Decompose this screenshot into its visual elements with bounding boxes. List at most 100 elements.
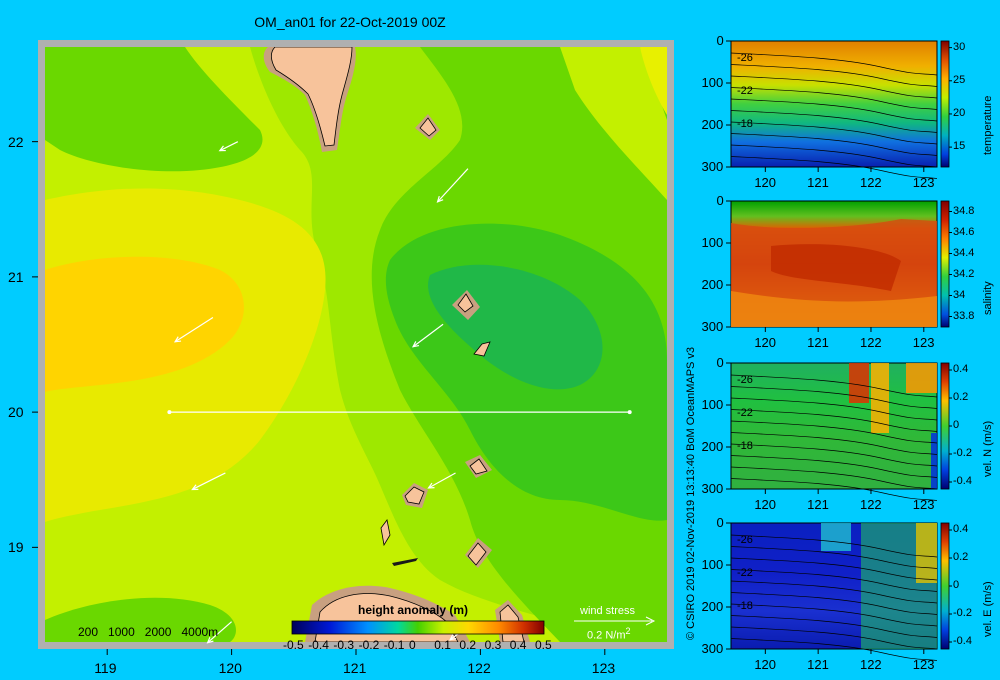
colorbar-tick-label: 0.1 <box>434 638 451 652</box>
wind-vector <box>412 323 444 348</box>
wind-vector <box>174 316 214 343</box>
vel-n-jet <box>871 363 889 433</box>
anomaly-region-northeast <box>560 47 667 200</box>
contour-label: -18 <box>737 118 753 130</box>
isotherm-contour <box>730 397 938 421</box>
panel-variable-label: vel. N (m/s) <box>982 420 994 477</box>
island <box>380 519 391 547</box>
panel-colorbar <box>940 362 950 490</box>
map-x-tick-label: 121 <box>343 660 367 676</box>
isotherm-contour <box>730 534 938 558</box>
colorbar-tick-label: 0.3 <box>484 638 502 652</box>
isotherm-contour <box>730 557 938 581</box>
island <box>469 458 488 475</box>
panel-y-tick-label: 200 <box>701 277 724 292</box>
isotherm-contour <box>730 626 938 650</box>
salinity-panel <box>726 200 952 332</box>
isotherm-contour <box>730 546 938 569</box>
contour-label: -22 <box>737 567 753 579</box>
contour-label: -18 <box>737 440 753 452</box>
panel-x-tick-label: 121 <box>807 335 829 350</box>
panel-colorbar-tick-label: 30 <box>953 40 966 53</box>
panel-colorbar-tick-label: 0.4 <box>953 363 969 375</box>
panel-y-tick-label: 100 <box>701 397 724 412</box>
isotherm-contour <box>730 144 938 168</box>
depth-legend-2000: 2000 <box>144 625 172 639</box>
salinity-deep <box>731 291 937 327</box>
anomaly-region-southwest <box>45 597 236 642</box>
wind-vector-head <box>191 484 199 491</box>
contour-label: -22 <box>737 407 753 419</box>
wind-vector <box>219 141 239 152</box>
credit-text: © CSIRO 2019 02-Nov-2019 13:13:40 BoM Oc… <box>685 346 697 640</box>
panel-y-tick-label: 0 <box>716 33 724 48</box>
isotherm-contour <box>730 121 938 145</box>
panel-colorbar-tick-label: -0.4 <box>953 635 972 647</box>
panel-variable-label: salinity <box>982 281 994 315</box>
wind-vector <box>192 472 226 491</box>
isotherm-contour <box>730 87 938 110</box>
wind-vector-head <box>449 634 457 641</box>
panel-colorbar <box>940 522 950 650</box>
isotherm-contour <box>730 420 938 444</box>
vel-e-region <box>821 523 851 551</box>
isotherm-contour <box>730 615 938 638</box>
wind-vector-head <box>218 145 226 152</box>
panel-x-tick-label: 121 <box>807 497 829 512</box>
panel-y-tick-label: 0 <box>716 355 724 370</box>
isotherm-contour <box>730 592 938 615</box>
panel-colorbar-tick-label: 34.6 <box>953 225 975 238</box>
isotherm-contour <box>730 75 938 99</box>
panel-colorbar-tick-label: 20 <box>953 106 966 119</box>
anomaly-field <box>45 47 667 642</box>
anomaly-region-northwest <box>45 47 263 172</box>
section-panels: -26 -22 -18 -26 -22 -18 -26 -22 -18 <box>726 40 952 661</box>
contour-label: -26 <box>737 534 753 546</box>
salinity-max <box>771 244 901 291</box>
section-line <box>167 410 632 415</box>
panel-colorbar <box>940 200 950 328</box>
panel-y-tick-label: 200 <box>701 439 724 454</box>
panel-x-tick-label: 122 <box>859 657 882 672</box>
panel-variable-label: vel. E (m/s) <box>982 581 994 637</box>
colorbar-tick-label: -0.4 <box>308 638 329 652</box>
isotherm-contour <box>730 98 938 122</box>
map-x-tick-label: 119 <box>94 660 117 676</box>
vel-n-panel: -26 -22 -18 <box>726 362 952 501</box>
panel-x-tick-label: 122 <box>859 335 882 350</box>
section-field <box>730 40 938 168</box>
island <box>404 486 425 505</box>
colorbar-tick-label: -0.2 <box>358 638 380 652</box>
panel-colorbar-tick-label: 0.2 <box>953 391 969 403</box>
isotherm-contour <box>730 432 938 455</box>
wind-legend-value-text: 0.2 N/m <box>587 629 626 642</box>
wind-vector <box>428 472 456 489</box>
anomaly-region-lowest-core <box>428 264 603 390</box>
wind-vectors <box>173 141 475 644</box>
vel-e-panel: -26 -22 -18 <box>726 522 952 661</box>
panel-colorbar-tick-label: 0 <box>953 419 960 431</box>
colorbar-tick-label: -0.5 <box>283 638 304 652</box>
isotherm-contour <box>730 409 938 432</box>
panel-y-tick-label: 100 <box>701 235 724 250</box>
panel-x-tick-label: 123 <box>912 657 935 672</box>
wind-legend-label: wind stress <box>580 605 636 617</box>
colorbar-tick-label: 0 <box>409 638 416 652</box>
isotherm-contour <box>730 110 938 133</box>
panel-colorbar-tick-label: 34.4 <box>953 246 975 259</box>
colorbar-tick-label: -0.1 <box>383 638 405 652</box>
panel-y-tick-label: 100 <box>701 75 724 90</box>
map-x-tick-label: 123 <box>591 660 616 676</box>
vel-n-jet <box>849 363 869 403</box>
isotherm-contour <box>730 133 938 156</box>
panel-x-tick-label: 122 <box>859 497 882 512</box>
temperature-panel: -26 -22 -18 <box>726 40 952 179</box>
section-line-start <box>167 410 172 415</box>
panel-y-tick-label: 0 <box>716 193 724 208</box>
colorbar-tick-label: 0.4 <box>509 638 527 652</box>
vel-e-region <box>916 523 937 583</box>
wind-vector-head <box>436 195 444 203</box>
colorbar-tick-label: -0.3 <box>333 638 355 652</box>
panel-colorbar-tick-label: 0 <box>953 579 960 591</box>
colorbar-tick-label: 0.2 <box>459 638 477 652</box>
